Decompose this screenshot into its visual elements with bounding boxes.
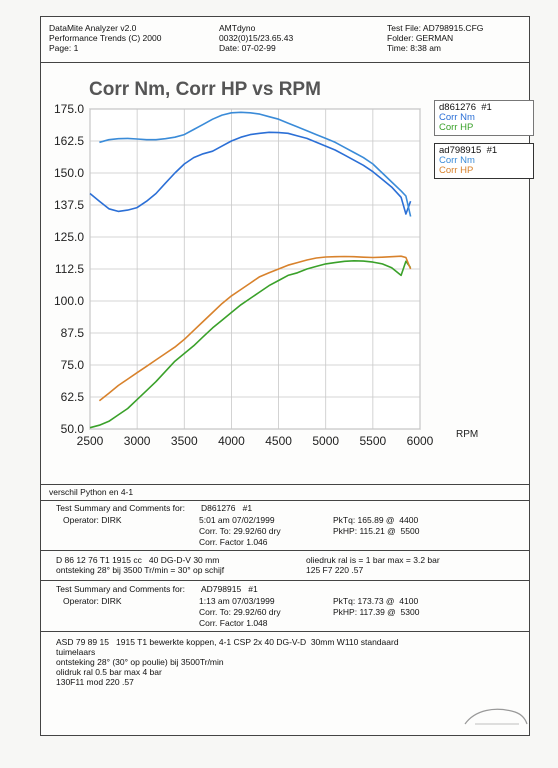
- chart-title: Corr Nm, Corr HP vs RPM: [89, 79, 321, 100]
- legend-run-2: ad798915 #1 Corr Nm Corr HP: [434, 143, 534, 179]
- y-tick-label: 175.0: [54, 102, 84, 116]
- series-line-3: [99, 111, 412, 217]
- run-2-corr-factor: Corr. Factor 1.048: [199, 618, 268, 628]
- run-1-summary-label: Test Summary and Comments for:: [56, 503, 185, 513]
- y-tick-label: 87.5: [61, 326, 85, 340]
- x-tick-label: 6000: [407, 434, 434, 448]
- program-name: DataMite Analyzer v2.0: [49, 23, 137, 33]
- y-tick-label: 100.0: [54, 294, 84, 308]
- legend-run-2-nm: Corr Nm: [439, 155, 475, 166]
- y-tick-label: 162.5: [54, 134, 84, 148]
- x-tick-label: 3500: [171, 434, 198, 448]
- y-tick-label: 50.0: [61, 422, 85, 436]
- x-tick-label: 5500: [360, 434, 387, 448]
- x-tick-label: 4500: [265, 434, 292, 448]
- run-1-pkhp: PkHP: 115.21 @ 5500: [333, 526, 420, 536]
- run-1-corr-to: Corr. To: 29.92/60 dry: [199, 526, 281, 536]
- run-1-file: D861276 #1: [201, 503, 253, 513]
- legend-run-1-nm: Corr Nm: [439, 112, 475, 123]
- company-name: Performance Trends (C) 2000: [49, 33, 162, 43]
- run-2-pktq: PkTq: 173.73 @ 4100: [333, 596, 419, 606]
- divider: [41, 484, 529, 485]
- run-1-corr-factor: Corr. Factor 1.046: [199, 537, 268, 547]
- divider: [41, 631, 529, 632]
- run-2-time: 1:13 am 07/03/1999: [199, 596, 275, 606]
- run-2-file: AD798915 #1: [201, 584, 258, 594]
- legend-run-2-hp: Corr HP: [439, 165, 474, 176]
- footer-note: verschil Python en 4-1: [49, 487, 134, 497]
- dyno-name: AMTdyno: [219, 23, 256, 33]
- dyno-id: 0032(0)15/23.65.43: [219, 33, 294, 43]
- legend-run-1-num: #1: [481, 102, 492, 113]
- legend-run-1-file: d861276: [439, 102, 476, 113]
- folder: Folder: GERMAN: [387, 33, 454, 43]
- x-tick-label: 3000: [124, 434, 151, 448]
- run-2-corr-to: Corr. To: 29.92/60 dry: [199, 607, 281, 617]
- series-line-4: [98, 255, 412, 402]
- report-date: Date: 07-02-99: [219, 43, 276, 53]
- run-2-pkhp: PkHP: 117.39 @ 5300: [333, 607, 420, 617]
- run-2-summary-label: Test Summary and Comments for:: [56, 584, 185, 594]
- report-time: Time: 8:38 am: [387, 43, 442, 53]
- series-line-2: [89, 260, 412, 429]
- x-tick-label: 4000: [218, 434, 245, 448]
- x-axis-label: RPM: [456, 429, 478, 440]
- run-2-operator: Operator: DIRK: [63, 596, 122, 606]
- y-tick-label: 137.5: [54, 198, 84, 212]
- run-1-time: 5:01 am 07/02/1999: [199, 515, 275, 525]
- report-header: DataMite Analyzer v2.0 Performance Trend…: [41, 17, 529, 63]
- page-number: Page: 1: [49, 43, 79, 53]
- divider: [41, 580, 529, 581]
- run-1-comment-right: oliedruk ral is = 1 bar max = 3.2 bar 12…: [306, 555, 440, 575]
- legend-run-2-file: ad798915: [439, 145, 482, 156]
- legend-run-1-hp: Corr HP: [439, 122, 474, 133]
- legend-run-1: d861276 #1 Corr Nm Corr HP: [434, 100, 534, 136]
- y-tick-label: 150.0: [54, 166, 84, 180]
- run-1-operator: Operator: DIRK: [63, 515, 122, 525]
- test-file: Test File: AD798915.CFG: [387, 23, 484, 33]
- divider: [41, 500, 529, 501]
- y-tick-label: 62.5: [61, 390, 85, 404]
- y-tick-label: 112.5: [55, 262, 84, 276]
- run-2-comment: ASD 79 89 15 1915 T1 bewerkte koppen, 4-…: [56, 637, 399, 687]
- y-tick-label: 75.0: [61, 358, 85, 372]
- series-line-1: [89, 131, 412, 215]
- x-tick-label: 2500: [77, 434, 104, 448]
- x-tick-label: 5000: [312, 434, 339, 448]
- run-1-pktq: PkTq: 165.89 @ 4400: [333, 515, 419, 525]
- divider: [41, 550, 529, 551]
- y-tick-label: 125.0: [54, 230, 84, 244]
- logo-car-icon: [464, 708, 528, 725]
- legend-run-2-num: #1: [486, 145, 498, 156]
- run-1-comment-left: D 86 12 76 T1 1915 cc 40 DG-D-V 30 mm on…: [56, 555, 225, 575]
